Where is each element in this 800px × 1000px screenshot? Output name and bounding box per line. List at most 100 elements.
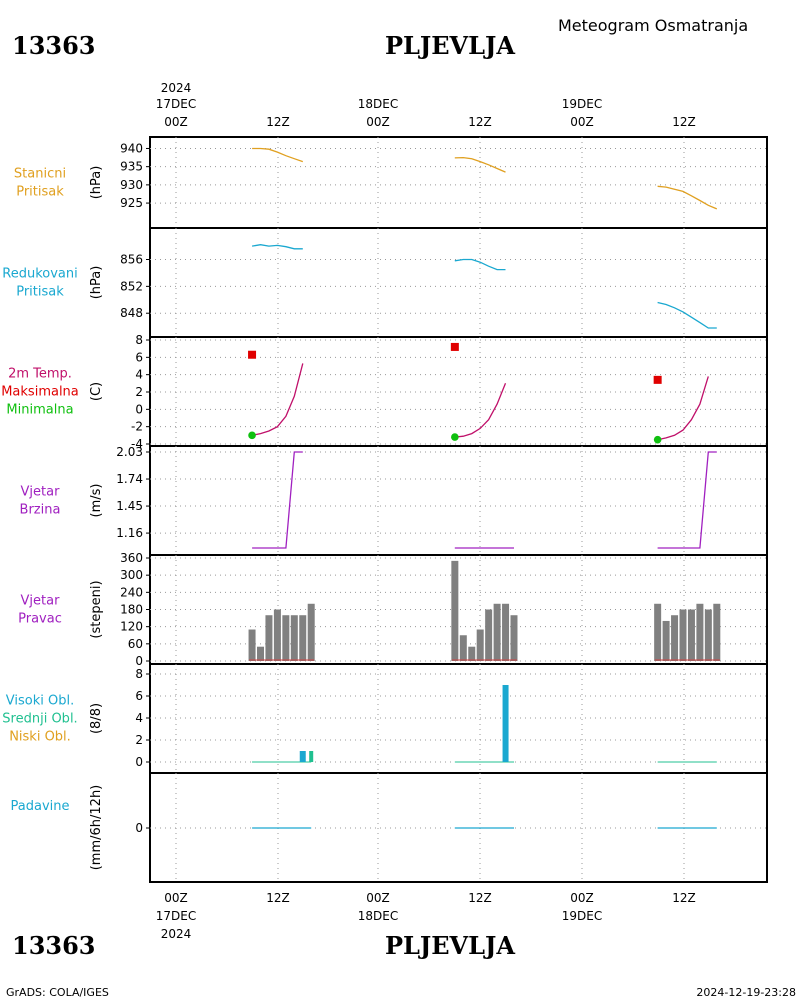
oblacnost-legend-1: Srednji Obl. xyxy=(2,712,77,727)
tmax-marker-0 xyxy=(248,350,257,359)
redukovani-frame xyxy=(149,227,768,338)
stanicni-line-segment-0 xyxy=(252,147,304,163)
redukovani-legend-0: Redukovani xyxy=(2,267,77,282)
temperatura-unit-label: (C) xyxy=(89,382,104,401)
hour-label-bottom-5: 00Z xyxy=(570,891,594,905)
temperatura-ytick-label-1: -2 xyxy=(131,420,143,434)
oblacnost-legend-0: Visoki Obl. xyxy=(6,694,74,709)
temperatura-line-segment-2 xyxy=(657,376,709,441)
redukovani-unit-label: (hPa) xyxy=(89,266,104,300)
station-id-top: 13363 xyxy=(12,31,96,60)
brzina-legend-0: Vjetar xyxy=(21,485,61,500)
tmax-marker-2 xyxy=(653,375,662,384)
redukovani-line-segment-1 xyxy=(454,258,506,271)
stanicni-ytick-label-3: 940 xyxy=(120,141,143,155)
temperatura-line-segment-1 xyxy=(454,383,507,438)
station-id-bottom: 13363 xyxy=(12,931,96,960)
oblacnost-ytick-label-1: 2 xyxy=(135,733,143,747)
temperatura-ytick-label-6: 8 xyxy=(135,333,143,347)
date-label-top-1: 17DEC xyxy=(156,97,196,111)
stanicni-unit-label: (hPa) xyxy=(89,166,104,200)
wind-dir-bar-21 xyxy=(696,603,704,661)
header-title: Meteogram Osmatranja xyxy=(558,16,748,35)
year-label-top: 2024 xyxy=(161,81,192,95)
temperatura-ytick-label-5: 6 xyxy=(135,350,143,364)
hour-label-bottom-6: 12Z xyxy=(672,891,696,905)
station-name-bottom: PLJEVLJA xyxy=(385,931,515,960)
wind-dir-bar-11 xyxy=(476,629,484,661)
oblacnost-ytick-label-2: 4 xyxy=(135,711,143,725)
hour-label-bottom-4: 12Z xyxy=(468,891,492,905)
year-label-bottom: 2024 xyxy=(161,927,192,941)
wind-dir-bar-18 xyxy=(671,615,679,661)
pravac-ytick-label-2: 120 xyxy=(120,620,143,634)
footer-right: 2024-12-19-23:28 xyxy=(696,986,796,999)
wind-dir-bar-1 xyxy=(257,646,264,661)
wind-dir-bar-13 xyxy=(493,603,501,661)
oblacnost-ytick-label-3: 6 xyxy=(135,689,143,703)
stanicni-frame xyxy=(149,136,768,229)
temperatura-line-segment-0 xyxy=(251,363,304,436)
wind-dir-bar-10 xyxy=(468,646,476,661)
stanicni-ytick-label-2: 935 xyxy=(120,160,143,174)
date-label-bottom-3: 19DEC xyxy=(562,909,602,923)
oblacnost-legend-2: Niski Obl. xyxy=(9,730,71,745)
pravac-ytick-label-5: 300 xyxy=(120,568,143,582)
temperatura-ytick-label-2: 0 xyxy=(135,402,143,416)
hour-label-top-6: 12Z xyxy=(672,115,696,129)
brzina-ytick-label-3: 2.03 xyxy=(116,445,143,459)
pravac-unit-label: (stepeni) xyxy=(89,580,104,638)
wind-dir-bar-0 xyxy=(248,629,256,661)
wind-dir-bar-5 xyxy=(290,615,298,661)
cloud-bar-0 xyxy=(299,751,306,762)
wind-dir-bar-4 xyxy=(282,615,290,661)
redukovani-line-segment-2 xyxy=(657,301,717,329)
hour-label-top-5: 00Z xyxy=(570,115,594,129)
temperatura-ytick-label-0: -4 xyxy=(131,437,143,451)
panels-layer: 925930935940(hPa)StanicniPritisak8488528… xyxy=(1,136,768,883)
wind-dir-bar-3 xyxy=(273,609,281,661)
hour-label-bottom-1: 00Z xyxy=(164,891,188,905)
redukovani-ytick-label-1: 852 xyxy=(120,279,143,293)
stanicni-line-segment-1 xyxy=(454,156,506,173)
hour-label-top-3: 00Z xyxy=(366,115,390,129)
hour-label-top-1: 00Z xyxy=(164,115,188,129)
wind-dir-bar-22 xyxy=(704,609,712,661)
wind-dir-bar-14 xyxy=(502,603,510,661)
wind-dir-bar-12 xyxy=(485,609,493,661)
pravac-ytick-label-6: 360 xyxy=(120,551,143,565)
stanicni-legend-0: Stanicni xyxy=(14,167,66,182)
temperatura-legend-0: 2m Temp. xyxy=(8,367,72,382)
hour-label-bottom-3: 00Z xyxy=(366,891,390,905)
padavine-legend-0: Padavine xyxy=(11,799,70,814)
wind-dir-bar-9 xyxy=(459,635,467,661)
wind-dir-bar-19 xyxy=(679,609,687,661)
oblacnost-frame xyxy=(149,663,768,774)
wind-dir-bar-23 xyxy=(713,603,721,661)
wind-dir-bar-20 xyxy=(687,609,695,661)
redukovani-legend-1: Pritisak xyxy=(16,285,64,300)
redukovani-ytick-label-0: 848 xyxy=(120,306,143,320)
hour-label-bottom-2: 12Z xyxy=(266,891,290,905)
padavine-ytick-label-0: 0 xyxy=(135,821,143,835)
wind-dir-bar-7 xyxy=(307,603,315,661)
brzina-unit-label: (m/s) xyxy=(89,484,104,518)
temperatura-frame xyxy=(149,336,768,447)
stanicni-legend-1: Pritisak xyxy=(16,185,64,200)
date-label-top-2: 18DEC xyxy=(358,97,398,111)
hour-label-top-2: 12Z xyxy=(266,115,290,129)
tmax-marker-1 xyxy=(450,342,459,351)
wind-dir-bar-8 xyxy=(451,560,459,661)
temperatura-legend-2: Minimalna xyxy=(6,403,73,418)
brzina-line-segment-0 xyxy=(252,451,303,549)
temperatura-ytick-label-4: 4 xyxy=(135,368,143,382)
brzina-line-segment-2 xyxy=(657,451,717,549)
stanicni-ytick-label-0: 925 xyxy=(120,196,143,210)
brzina-legend-1: Brzina xyxy=(20,503,61,518)
date-label-bottom-1: 17DEC xyxy=(156,909,196,923)
brzina-ytick-label-2: 1.74 xyxy=(116,472,143,486)
footer-left: GrADS: COLA/IGES xyxy=(6,986,109,999)
redukovani-line-segment-0 xyxy=(251,244,303,250)
temperatura-legend-1: Maksimalna xyxy=(1,385,79,400)
